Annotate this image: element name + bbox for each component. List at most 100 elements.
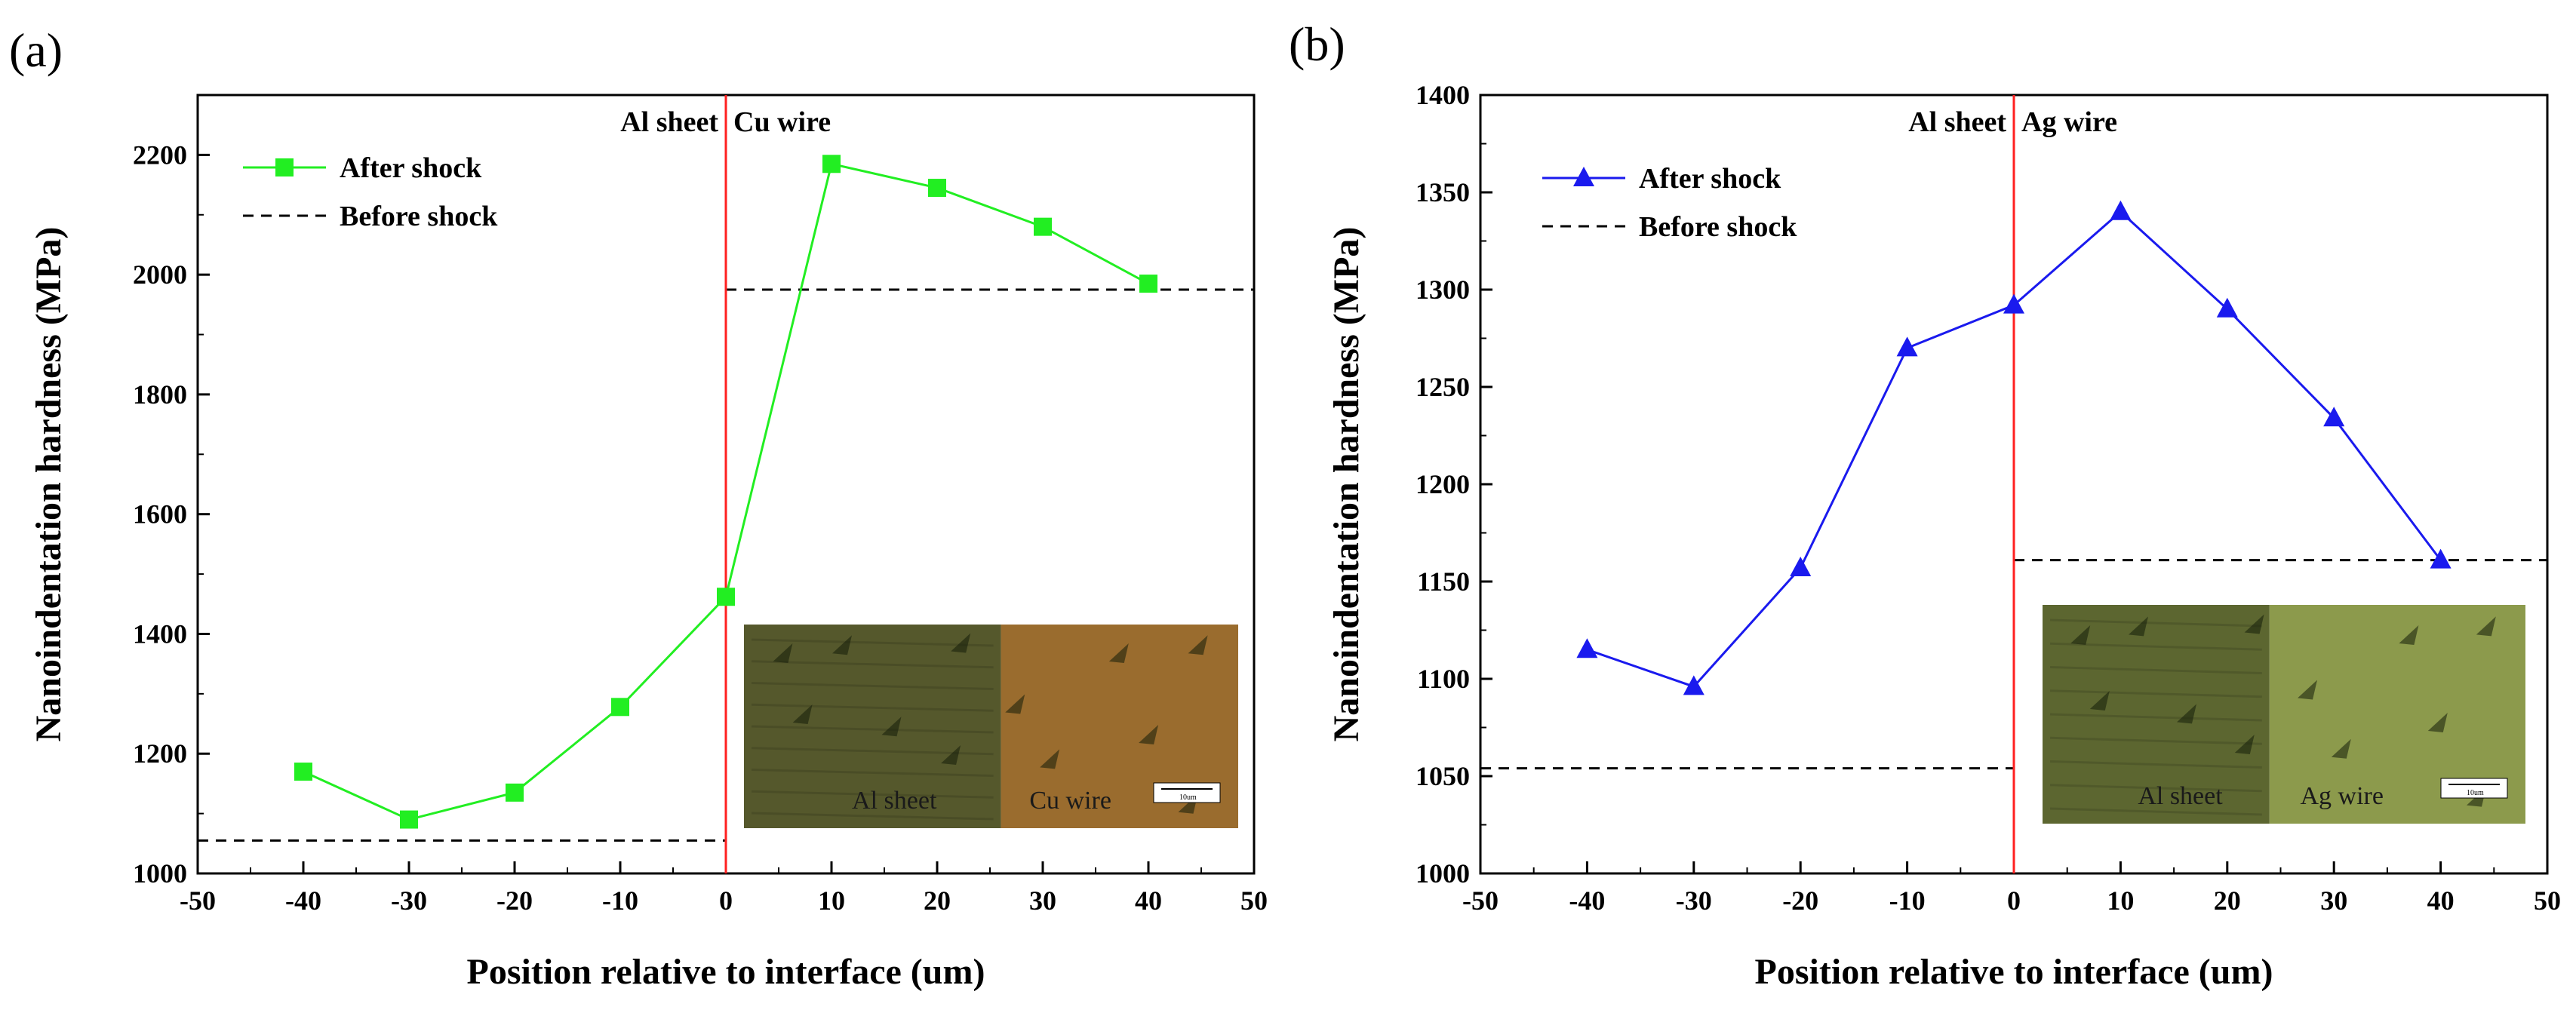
inset-indent-mark <box>2476 616 2496 637</box>
y-axis-title: Nanoindentation hardness (MPa) <box>29 227 69 742</box>
inset-texture-line <box>2049 784 2262 793</box>
interface-right-label: Ag wire <box>2021 106 2117 138</box>
legend-after-label: After shock <box>340 152 482 184</box>
inset-texture-line <box>2049 807 2262 816</box>
inset-texture-line <box>751 660 994 669</box>
data-point-square <box>1139 275 1157 293</box>
y-tick-label: 1800 <box>133 379 187 410</box>
legend-before-label: Before shock <box>1639 211 1797 243</box>
x-tick-label: 10 <box>2107 885 2134 916</box>
data-point-triangle <box>2216 297 2238 318</box>
inset-texture-line <box>751 682 994 690</box>
data-point-square <box>928 179 946 198</box>
inset-texture-line <box>751 790 994 799</box>
y-tick-label: 1200 <box>1416 469 1470 499</box>
data-point-square <box>400 810 418 829</box>
x-tick-label: -40 <box>1569 885 1605 916</box>
inset-indent-mark <box>2244 614 2264 634</box>
x-tick-label: 30 <box>1029 885 1056 916</box>
inset-indent-mark <box>2298 680 2317 700</box>
y-tick-label: 1600 <box>133 499 187 529</box>
x-tick-label: -30 <box>391 885 427 916</box>
inset-texture-line <box>751 638 994 647</box>
y-tick-label: 1400 <box>1416 80 1470 110</box>
inset-indent-mark <box>2129 616 2148 637</box>
inset-indent-mark <box>773 643 793 663</box>
inset-indent-mark <box>941 745 961 765</box>
y-tick-label: 2200 <box>133 140 187 170</box>
inset-texture-line <box>2049 760 2262 769</box>
data-point-triangle <box>1576 638 1598 658</box>
inset-indent-mark <box>832 635 852 655</box>
data-point-triangle <box>2003 293 2024 314</box>
inset-indent-mark <box>1108 643 1129 663</box>
inset-indent-mark <box>951 633 971 653</box>
x-tick-label: -20 <box>496 885 533 916</box>
interface-right-label: Cu wire <box>733 106 831 138</box>
inset-texture-line <box>2049 618 2262 628</box>
x-tick-label: 40 <box>1135 885 1162 916</box>
inset-texture-line <box>751 725 994 734</box>
y-tick-label: 1250 <box>1416 372 1470 402</box>
x-tick-label: 0 <box>719 885 733 916</box>
x-tick-label: -40 <box>285 885 321 916</box>
inset-indent-mark <box>2070 625 2091 645</box>
inset-left-label: Al sheet <box>852 787 937 815</box>
x-axis-title: Position relative to interface (um) <box>1755 952 2273 992</box>
interface-left-label: Al sheet <box>1908 106 2006 138</box>
inset-scalebar-box <box>1153 782 1221 803</box>
x-tick-label: 20 <box>924 885 951 916</box>
data-point-square <box>506 783 524 802</box>
inset-micrograph: Al sheet Cu wire 10um <box>744 625 1238 828</box>
inset-texture-line <box>2049 666 2262 674</box>
inset-indent-mark <box>1040 749 1060 769</box>
x-axis-title: Position relative to interface (um) <box>467 952 985 992</box>
panel-label: (b) <box>1289 17 1345 71</box>
y-tick-label: 1200 <box>133 738 187 769</box>
inset-texture-line <box>751 812 994 821</box>
data-point-triangle <box>2323 407 2345 427</box>
data-point-square <box>822 155 841 173</box>
data-point-triangle <box>2110 200 2132 220</box>
data-point-square <box>611 698 629 717</box>
chart-panel-1: (b) Al sheet Ag wire 10um -50 -40 -30 -20 -10 0 10… <box>1289 17 2561 992</box>
x-tick-label: 30 <box>2320 885 2347 916</box>
data-point-square <box>1034 217 1052 236</box>
y-tick-label: 1050 <box>1416 761 1470 791</box>
inset-left-label: Al sheet <box>2138 782 2223 810</box>
inset-indent-mark <box>1188 635 1208 655</box>
inset-indent-mark <box>792 704 813 724</box>
legend-before-label: Before shock <box>340 201 498 232</box>
inset-texture-line <box>2049 713 2262 722</box>
data-point-square <box>294 763 312 781</box>
inset-texture-line <box>2049 736 2262 745</box>
inset-indent-mark <box>2331 738 2351 759</box>
inset-indent-mark <box>881 717 902 737</box>
x-tick-label: -50 <box>180 885 216 916</box>
x-tick-label: -50 <box>1462 885 1499 916</box>
inset-scalebar-label: 10um <box>2467 789 2484 797</box>
inset-micrograph: Al sheet Ag wire 10um <box>2043 605 2525 824</box>
y-tick-label: 1100 <box>1417 664 1470 694</box>
data-point-triangle <box>1896 336 1918 357</box>
x-tick-label: 50 <box>1240 885 1268 916</box>
data-point-triangle <box>2430 548 2452 569</box>
legend-after-marker <box>275 158 294 176</box>
x-tick-label: 40 <box>2427 885 2455 916</box>
y-tick-label: 2000 <box>133 259 187 290</box>
inset-scalebar-label: 10um <box>1179 793 1197 802</box>
inset-right-label: Cu wire <box>1029 787 1111 815</box>
x-tick-label: -10 <box>1889 885 1926 916</box>
inset-indent-mark <box>2177 704 2196 724</box>
inset-indent-mark <box>2399 625 2419 645</box>
y-tick-label: 1150 <box>1417 566 1470 597</box>
x-tick-label: 50 <box>2534 885 2561 916</box>
inset-indent-mark <box>2234 735 2255 754</box>
inset-indent-mark <box>1139 725 1159 744</box>
x-tick-label: -10 <box>602 885 638 916</box>
x-tick-label: 10 <box>818 885 845 916</box>
legend-after-label: After shock <box>1639 163 1781 195</box>
interface-left-label: Al sheet <box>620 106 718 138</box>
y-axis-title: Nanoindentation hardness (MPa) <box>1326 227 1366 742</box>
y-tick-label: 1400 <box>133 618 187 649</box>
